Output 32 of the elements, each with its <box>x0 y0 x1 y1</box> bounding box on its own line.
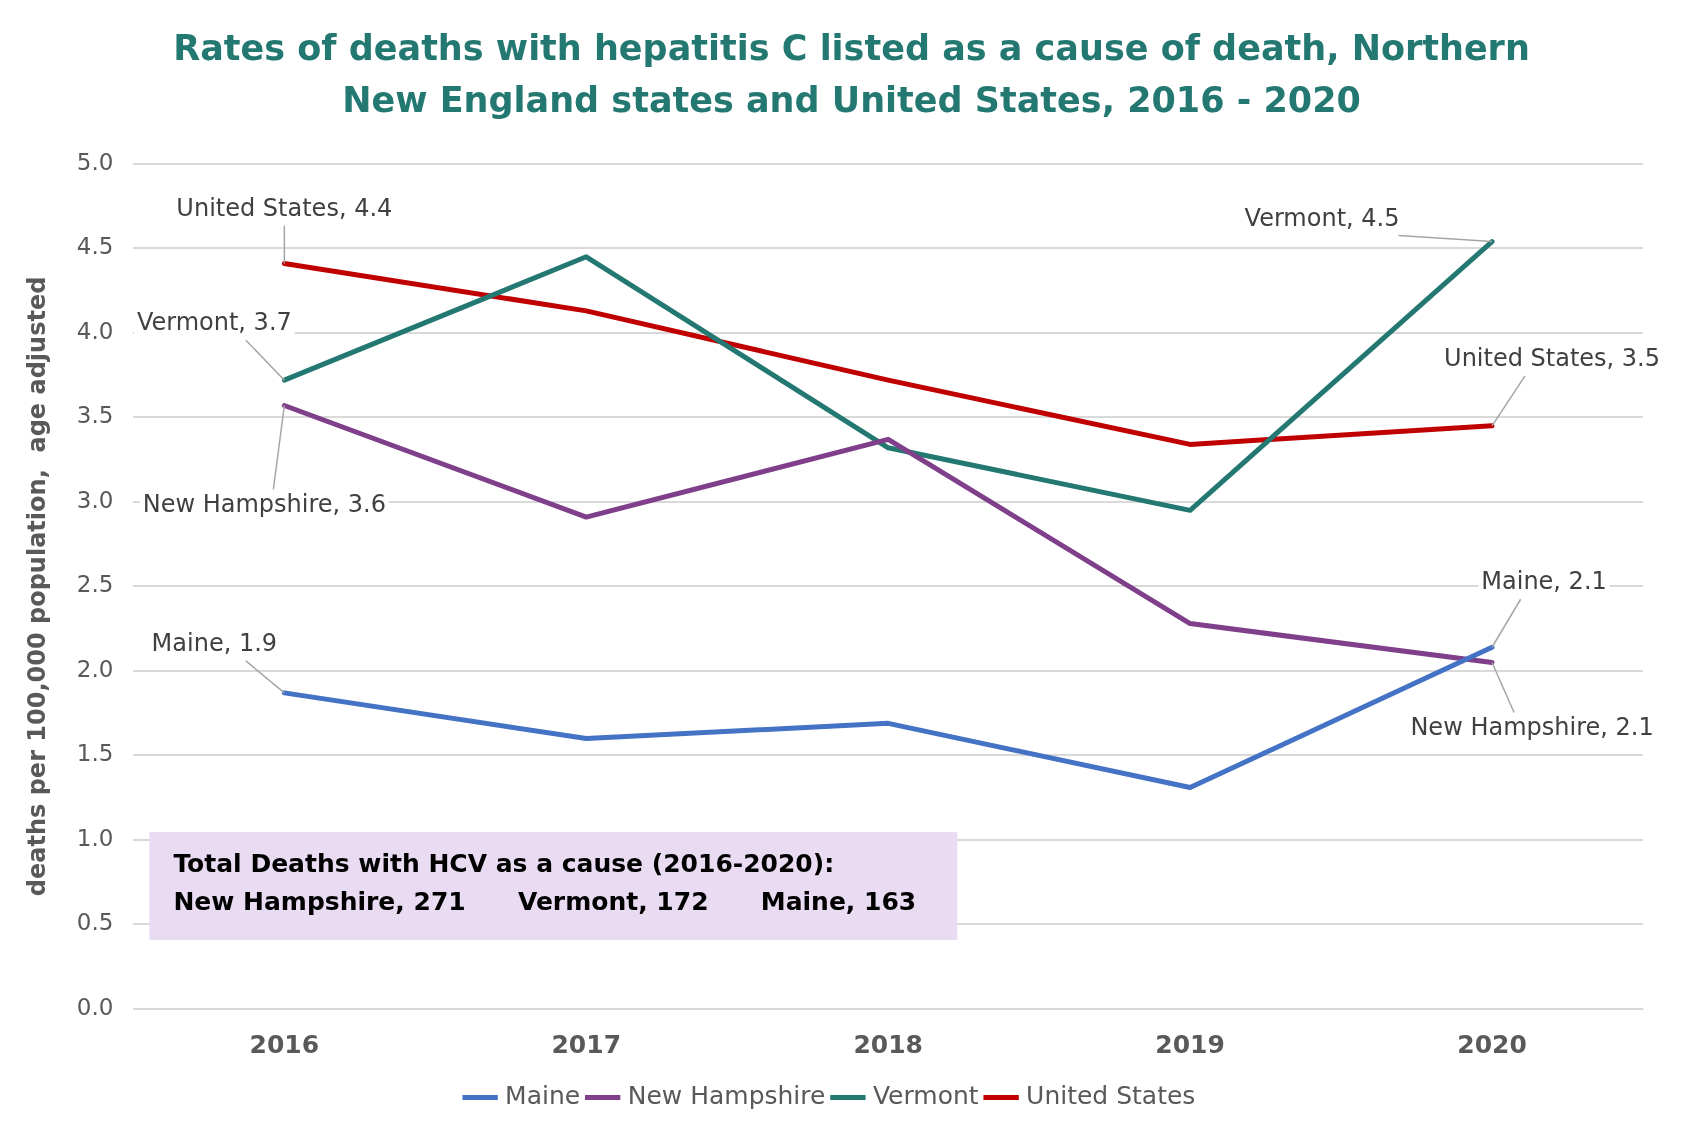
y-tick-label: 1.5 <box>76 740 114 767</box>
annotation: Maine, 1.9 <box>151 629 278 658</box>
x-tick-label: 2017 <box>551 1029 622 1059</box>
y-tick-label: 3.5 <box>76 402 114 429</box>
annotation: Vermont, 4.5 <box>1244 203 1400 232</box>
legend-label: United States <box>1026 1081 1196 1110</box>
legend-label: Maine <box>505 1081 581 1110</box>
y-tick-label: 3.0 <box>76 486 114 513</box>
y-tick-label: 0.5 <box>76 909 114 936</box>
x-tick-label: 2018 <box>853 1029 923 1059</box>
annotation: United States, 4.4 <box>176 193 393 222</box>
annotation: New Hampshire, 271 Vermont, 172 Maine, 163 <box>173 887 917 917</box>
annotation: Total Deaths with HCV as a cause (2016-2020): <box>173 849 835 879</box>
legend-label: Vermont <box>872 1081 979 1110</box>
annotation: United States, 3.5 <box>1444 344 1661 373</box>
x-tick-label: 2019 <box>1155 1029 1225 1059</box>
annotation: Maine, 2.1 <box>1481 567 1607 596</box>
x-tick-label: 2020 <box>1457 1029 1527 1059</box>
x-tick-label: 2016 <box>249 1029 320 1059</box>
y-tick-label: 0.0 <box>76 993 114 1020</box>
y-tick-label: 1.0 <box>76 824 114 851</box>
annotation: New Hampshire, 3.6 <box>142 489 386 518</box>
y-axis-title: deaths per 100,000 population, age adjusted <box>22 276 51 897</box>
y-tick-label: 4.5 <box>76 233 114 260</box>
annotation: New Hampshire, 2.1 <box>1410 712 1654 741</box>
y-tick-label: 5.0 <box>76 148 114 175</box>
y-tick-label: 2.0 <box>76 655 114 682</box>
chart-title: Rates of deaths with hepatitis C listed as a cause of death, Northern New England states and United States, 2016 - 2020 <box>172 27 1531 122</box>
annotation: Vermont, 3.7 <box>136 308 292 337</box>
y-tick-label: 4.0 <box>76 317 114 344</box>
y-tick-label: 2.5 <box>76 571 114 598</box>
legend-label: New Hampshire <box>627 1081 826 1110</box>
